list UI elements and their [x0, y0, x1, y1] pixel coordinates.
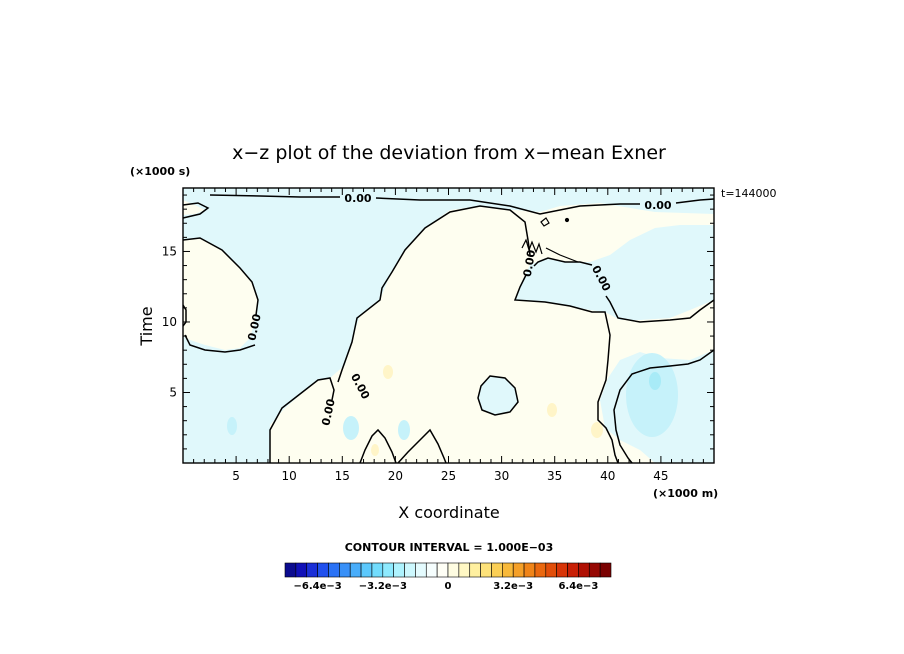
colorbar-swatch: [284, 562, 297, 578]
colorbar-swatch: [393, 562, 405, 578]
contour-label-center-2: 0.00: [319, 397, 337, 427]
colorbar-swatch: [491, 562, 503, 578]
colorbar-swatch: [523, 562, 536, 578]
colorbar-tick-label: 3.2e−3: [493, 581, 533, 592]
contour-line-center: [269, 205, 619, 464]
colorbar-swatch: [545, 562, 557, 578]
x-unit-label: (×1000 m): [653, 487, 718, 500]
positive-cell-1: [383, 365, 393, 379]
x-tick-label: 5: [232, 469, 240, 483]
colorbar-tick-label: −3.2e−3: [359, 581, 407, 592]
contour-small-feature-1: [521, 238, 543, 255]
contour-label-top-right: 0.00: [644, 199, 671, 212]
contour-label-left: 0.00: [245, 312, 263, 342]
contour-small-feature-4: [545, 247, 579, 263]
colorbar-swatch: [458, 562, 471, 578]
colorbar-swatch: [415, 562, 427, 578]
y-tick-label: 15: [162, 244, 177, 258]
x-tick-label: 10: [282, 469, 297, 483]
colorbar-swatch: [436, 562, 449, 578]
contour-line-left: [182, 237, 259, 353]
y-unit-label: (×1000 s): [130, 165, 190, 178]
y-axis-label: Time: [137, 306, 156, 346]
x-tick-label: 25: [441, 469, 456, 483]
contour-line-bottom-peak: [359, 428, 397, 464]
positive-cell-3: [591, 422, 603, 438]
zero-contours: [182, 194, 715, 464]
negative-cell-small-1: [227, 417, 237, 435]
contour-small-feature-2: [540, 217, 550, 227]
contour-small-feature-3: [564, 217, 570, 223]
contour-line-right: [533, 257, 715, 323]
contour-label-upper-center: 0.00: [521, 249, 539, 278]
colorbar-swatch: [306, 562, 318, 578]
colorbar-swatch: [599, 562, 612, 578]
colorbar-swatch: [404, 562, 416, 578]
x-tick-label: 40: [600, 469, 615, 483]
positive-cell-4: [371, 444, 379, 456]
colorbar-tick-label: −6.4e−3: [293, 581, 341, 592]
contour-interval-text: CONTOUR INTERVAL = 1.000E−03: [345, 541, 554, 554]
contour-line-lower-right: [613, 349, 715, 464]
plot-area: 0.00 0.00 0.00 0.00 0.00 0.00 0.00 5 10 15…: [162, 187, 715, 483]
negative-cell-small-3: [398, 420, 410, 440]
colorbar-swatch: [588, 562, 601, 578]
positive-cell-2: [547, 403, 557, 417]
y-tick-label: 10: [162, 315, 177, 329]
x-tick-label: 35: [547, 469, 562, 483]
colorbar-swatch: [502, 562, 514, 578]
time-label: t=144000: [721, 187, 777, 200]
colorbar-swatch: [480, 562, 492, 578]
y-tick-label: 5: [169, 385, 177, 399]
colorbar: [284, 562, 612, 578]
colorbar-swatch: [328, 562, 340, 578]
colorbar-swatch: [317, 562, 329, 578]
contour-line-main: [182, 194, 715, 219]
colorbar-labels: −6.4e−3 −3.2e−3 0 3.2e−3 6.4e−3: [293, 581, 598, 592]
colorbar-swatch: [295, 562, 308, 578]
colorbar-tick-label: 6.4e−3: [558, 581, 598, 592]
positive-region-left-upper: [183, 238, 258, 350]
chart-title: x−z plot of the deviation from x−mean Ex…: [232, 142, 666, 164]
negative-cell-strong: [626, 353, 678, 437]
colorbar-swatch: [578, 562, 590, 578]
colorbar-swatch: [534, 562, 547, 578]
negative-region-center-blob: [478, 376, 518, 415]
colorbar-swatch: [425, 562, 438, 578]
colorbar-swatch: [556, 562, 568, 578]
x-tick-label: 30: [494, 469, 509, 483]
negative-region-top-left: [183, 188, 714, 463]
colorbar-swatch: [360, 562, 373, 578]
x-axis-label: X coordinate: [398, 503, 499, 522]
axis-ticks: 5 10 15 20 25 30 35 40 45 5 10 15: [162, 188, 714, 483]
colorbar-swatch: [469, 562, 481, 578]
x-tick-label: 45: [653, 469, 668, 483]
contour-small-features: [521, 217, 579, 263]
x-tick-label: 15: [335, 469, 350, 483]
colorbar-swatch: [382, 562, 394, 578]
colorbar-tick-label: 0: [445, 581, 452, 592]
negative-cell-small-2: [343, 416, 359, 440]
contour-line-center-blob: [477, 375, 519, 416]
x-tick-label: 20: [388, 469, 403, 483]
colorbar-swatch: [339, 562, 351, 578]
contour-label-top-left: 0.00: [344, 192, 371, 205]
colorbar-swatch: [567, 562, 579, 578]
contour-line-right-lower: [397, 428, 447, 464]
colorbar-swatch: [447, 562, 460, 578]
colorbar-swatch: [512, 562, 525, 578]
colorbar-swatch: [349, 562, 362, 578]
negative-cell-core: [649, 372, 661, 390]
colorbar-swatch: [371, 562, 384, 578]
negative-region-right: [515, 225, 714, 320]
